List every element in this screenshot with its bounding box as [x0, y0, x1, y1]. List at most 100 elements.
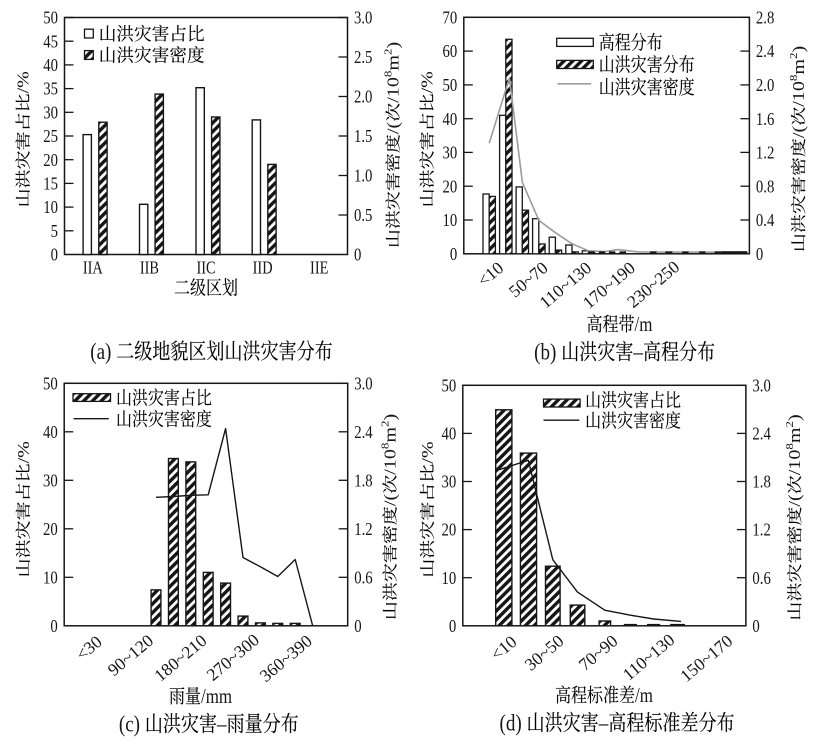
svg-text:1.8: 1.8: [354, 470, 372, 491]
svg-text:/10: /10: [786, 450, 804, 476]
svg-text:2.0: 2.0: [354, 86, 372, 107]
svg-text:3.0: 3.0: [354, 373, 372, 394]
svg-text:30: 30: [43, 102, 58, 123]
svg-text:50: 50: [442, 375, 457, 396]
svg-text:1.6: 1.6: [756, 108, 774, 129]
svg-text:0: 0: [756, 243, 763, 264]
svg-text:2: 2: [379, 420, 392, 427]
svg-text:/%: /%: [14, 441, 32, 463]
svg-text:/10: /10: [384, 77, 402, 103]
svg-text:30: 30: [443, 142, 458, 163]
svg-text:40: 40: [442, 423, 457, 444]
svg-text:/%: /%: [14, 71, 32, 93]
svg-text:10: 10: [43, 567, 58, 588]
svg-text:30: 30: [43, 470, 58, 491]
svg-text:0: 0: [449, 615, 456, 636]
svg-text:): ): [790, 46, 809, 53]
svg-text:40: 40: [43, 55, 58, 76]
svg-text:2.8: 2.8: [756, 7, 774, 28]
svg-text:8: 8: [379, 443, 392, 450]
svg-text:40: 40: [443, 108, 458, 129]
svg-text:20: 20: [443, 176, 458, 197]
svg-text:0: 0: [752, 615, 759, 636]
svg-text:50: 50: [43, 7, 58, 28]
svg-text:2: 2: [787, 52, 800, 59]
svg-text:0.5: 0.5: [354, 205, 372, 226]
svg-text:2.0: 2.0: [756, 75, 774, 96]
svg-text:IID: IID: [253, 259, 273, 278]
svg-text:0.6: 0.6: [752, 567, 770, 588]
svg-text:IIE: IIE: [310, 259, 328, 278]
svg-text:40: 40: [43, 421, 58, 442]
svg-text:/(: /(: [790, 126, 809, 138]
svg-text:(a): (a): [90, 338, 111, 364]
svg-text:/%: /%: [419, 441, 437, 463]
svg-text:0: 0: [51, 244, 58, 265]
svg-text:/m: /m: [635, 685, 653, 708]
svg-text:0.8: 0.8: [756, 176, 774, 197]
svg-text:2: 2: [783, 421, 796, 428]
svg-text:m: m: [786, 427, 804, 443]
svg-text:45: 45: [43, 31, 58, 52]
svg-text:2: 2: [382, 48, 395, 55]
svg-text:2.5: 2.5: [354, 47, 372, 68]
svg-text:/m: /m: [635, 314, 653, 337]
svg-text:/%: /%: [418, 71, 436, 93]
svg-text:3.0: 3.0: [354, 7, 372, 28]
svg-text:0: 0: [450, 243, 457, 264]
svg-text:10: 10: [442, 567, 457, 588]
svg-text:/(: /(: [786, 494, 805, 506]
svg-text:2.4: 2.4: [752, 423, 770, 444]
svg-text:(d): (d): [499, 710, 521, 736]
svg-text:20: 20: [43, 149, 58, 170]
svg-text:): ): [786, 414, 805, 421]
svg-text:0.4: 0.4: [756, 210, 774, 231]
svg-text:10: 10: [43, 197, 58, 218]
svg-text:0.6: 0.6: [354, 567, 372, 588]
svg-text:1.8: 1.8: [752, 471, 770, 492]
svg-text:8: 8: [783, 443, 796, 450]
svg-text:0: 0: [354, 244, 361, 265]
svg-text:1.5: 1.5: [354, 126, 372, 147]
svg-text:/10: /10: [790, 81, 808, 107]
svg-text:IIB: IIB: [140, 259, 159, 278]
svg-text:IIA: IIA: [83, 259, 103, 278]
svg-text:30: 30: [442, 471, 457, 492]
svg-text:IIC: IIC: [196, 259, 215, 278]
svg-text:1.0: 1.0: [354, 165, 372, 186]
svg-text:1.2: 1.2: [756, 142, 774, 163]
svg-text:20: 20: [43, 518, 58, 539]
svg-text:10: 10: [443, 210, 458, 231]
svg-text:m: m: [790, 59, 808, 75]
svg-text:m: m: [384, 55, 402, 71]
svg-text:0: 0: [354, 615, 361, 636]
svg-text:/(: /(: [381, 494, 400, 506]
svg-text:m: m: [381, 427, 399, 443]
svg-text:8: 8: [382, 71, 395, 78]
svg-text:–: –: [632, 339, 643, 365]
svg-text:/(: /(: [384, 122, 403, 134]
svg-text:/mm: /mm: [201, 686, 232, 709]
svg-text:60: 60: [443, 41, 458, 62]
svg-text:3.0: 3.0: [752, 375, 770, 396]
svg-text:(b): (b): [534, 339, 556, 365]
svg-text:(c): (c): [119, 711, 140, 737]
svg-text:2.4: 2.4: [354, 421, 372, 442]
svg-text:20: 20: [442, 519, 457, 540]
svg-text:50: 50: [43, 373, 58, 394]
svg-text:–: –: [216, 711, 227, 737]
svg-text:5: 5: [51, 220, 58, 241]
svg-text:8: 8: [787, 75, 800, 82]
svg-text:1.2: 1.2: [354, 518, 372, 539]
svg-text:/10: /10: [381, 449, 399, 475]
svg-text:35: 35: [43, 78, 58, 99]
svg-text:): ): [381, 414, 400, 421]
svg-text:1.2: 1.2: [752, 519, 770, 540]
svg-text:15: 15: [43, 173, 58, 194]
svg-text:70: 70: [443, 7, 458, 28]
svg-text:25: 25: [43, 126, 58, 147]
svg-text:0: 0: [50, 615, 57, 636]
svg-text:50: 50: [443, 75, 458, 96]
svg-text:): ): [384, 42, 403, 49]
svg-text:2.4: 2.4: [756, 41, 774, 62]
